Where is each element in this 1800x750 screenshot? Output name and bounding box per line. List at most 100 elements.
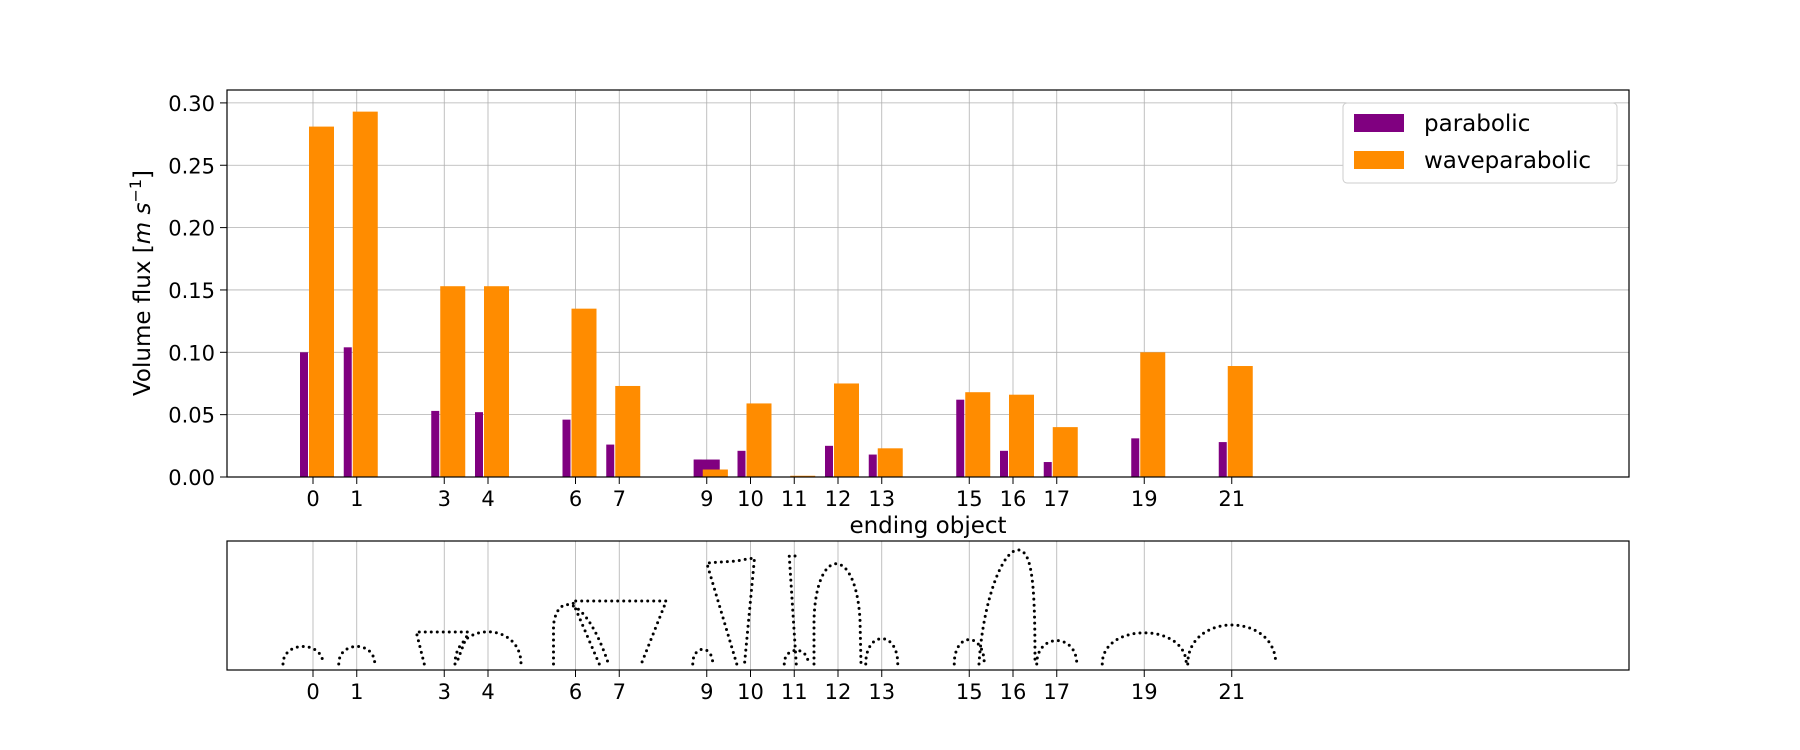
- plot-frame: [226, 89, 1630, 478]
- x-tick-label: 17: [1043, 680, 1070, 704]
- bars: [300, 111, 1253, 477]
- x-tick-label: 10: [737, 680, 764, 704]
- bar-parabolic: [1218, 442, 1227, 477]
- x-tick-label: 9: [700, 487, 713, 511]
- bar-waveparabolic: [877, 448, 903, 477]
- bar-waveparabolic: [440, 286, 466, 477]
- x-tick-label: 0: [306, 680, 319, 704]
- object-shape-4: [453, 630, 523, 666]
- legend-label-parabolic: parabolic: [1424, 111, 1530, 137]
- x-tick-label: 1: [350, 680, 363, 704]
- bar-parabolic: [562, 419, 571, 477]
- x-tick-label: 6: [569, 680, 582, 704]
- x-tick-label: 4: [481, 680, 494, 704]
- bar-parabolic: [825, 445, 833, 477]
- bar-parabolic: [431, 410, 440, 477]
- x-tick-label: 11: [781, 487, 808, 511]
- object-shape-0: [281, 644, 325, 666]
- bar-waveparabolic: [834, 383, 859, 477]
- y-tick-label: 0.05: [168, 404, 215, 428]
- bar-waveparabolic: [1009, 394, 1034, 477]
- object-shape-15: [952, 638, 986, 666]
- x-tick-label: 19: [1131, 487, 1158, 511]
- diagram-frame: [226, 540, 1630, 671]
- x-tick-label: 21: [1218, 680, 1245, 704]
- object-shape-16: [977, 548, 1037, 666]
- bar-parabolic: [1131, 438, 1140, 477]
- object-shape-3: [414, 630, 470, 666]
- y-tick-label: 0.15: [168, 279, 215, 303]
- bar-waveparabolic: [965, 392, 991, 477]
- x-tick-label: 16: [1000, 680, 1027, 704]
- x-tick-label: 6: [569, 487, 582, 511]
- x-tick-label: 19: [1131, 680, 1158, 704]
- bar-waveparabolic: [1052, 427, 1078, 477]
- object-shape-12: [812, 562, 863, 666]
- x-tick-label: 10: [737, 487, 764, 511]
- object-shapes: [281, 548, 1278, 666]
- bar-waveparabolic: [790, 475, 816, 477]
- x-axis-label: ending object: [849, 513, 1006, 539]
- object-shape-11b: [787, 554, 798, 666]
- bar-parabolic: [1043, 462, 1052, 477]
- x-tick-label: 15: [956, 487, 983, 511]
- bar-parabolic: [606, 444, 615, 477]
- x-tick-label: 17: [1043, 487, 1070, 511]
- x-tick-label: 13: [868, 680, 895, 704]
- legend-box: [1342, 102, 1618, 184]
- y-tick-label: 0.10: [168, 341, 215, 365]
- object-shape-1: [337, 644, 377, 666]
- y-axis-label: Volume flux [m s−1]: [126, 170, 156, 396]
- bar-parabolic: [868, 454, 877, 477]
- y-tick-label: 0.00: [168, 466, 215, 490]
- bar-parabolic: [300, 352, 308, 477]
- x-tick-label: 16: [1000, 487, 1027, 511]
- shape-diagram: 0 1 3 4 6 7 9 10 11 12 13 15 16 17 19 21: [226, 540, 1630, 704]
- object-shape-21: [1186, 623, 1278, 666]
- bar-waveparabolic: [615, 385, 641, 477]
- x-ticks: 0 1 3 4 6 7 9 10 11 12 13 15 16 17 19 21: [306, 670, 1245, 704]
- x-tick-label: 0: [306, 487, 319, 511]
- x-tick-label: 12: [825, 487, 852, 511]
- x-tick-label: 15: [956, 680, 983, 704]
- bar-waveparabolic: [1140, 352, 1166, 477]
- bar-chart: 0.000.050.100.150.200.250.30 0 1 3 4 6 7 9 10 11…: [126, 89, 1630, 539]
- bar-parabolic: [737, 450, 746, 477]
- x-tick-label: 21: [1218, 487, 1245, 511]
- x-ticks: 0 1 3 4 6 7 9 10 11 12 13 15 16 17 19 21: [306, 477, 1245, 511]
- object-shape-19: [1100, 631, 1188, 666]
- x-tick-label: 7: [613, 680, 626, 704]
- bar-waveparabolic: [571, 308, 597, 477]
- object-shape-6: [552, 603, 610, 666]
- grid: [312, 541, 1233, 670]
- object-shape-11: [782, 648, 810, 666]
- legend-swatch-waveparabolic: [1354, 151, 1404, 169]
- x-tick-label: 9: [700, 680, 713, 704]
- bar-parabolic: [956, 399, 965, 477]
- object-shape-10: [705, 556, 756, 666]
- y-tick-label: 0.25: [168, 154, 215, 178]
- x-tick-label: 13: [868, 487, 895, 511]
- bar-waveparabolic: [484, 286, 509, 477]
- x-tick-label: 3: [438, 680, 451, 704]
- x-tick-label: 1: [350, 487, 363, 511]
- object-shape-17: [1035, 639, 1079, 666]
- x-tick-label: 11: [781, 680, 808, 704]
- legend: parabolic waveparabolic: [1342, 102, 1618, 184]
- bar-waveparabolic: [746, 403, 772, 477]
- x-tick-label: 12: [825, 680, 852, 704]
- x-tick-label: 3: [438, 487, 451, 511]
- y-ticks: 0.00 0.05 0.10 0.15 0.20 0.25 0.30: [168, 92, 227, 490]
- y-tick-label: 0.20: [168, 217, 215, 241]
- x-tick-label: 7: [613, 487, 626, 511]
- bar-waveparabolic: [702, 469, 728, 477]
- bar-waveparabolic: [1227, 366, 1253, 477]
- legend-swatch-parabolic: [1354, 114, 1404, 132]
- legend-label-waveparabolic: waveparabolic: [1424, 148, 1591, 174]
- object-shape-9: [691, 647, 715, 666]
- y-tick-label: 0.30: [168, 92, 215, 116]
- x-tick-label: 4: [481, 487, 494, 511]
- bar-parabolic: [475, 412, 483, 477]
- bar-parabolic: [1000, 450, 1008, 477]
